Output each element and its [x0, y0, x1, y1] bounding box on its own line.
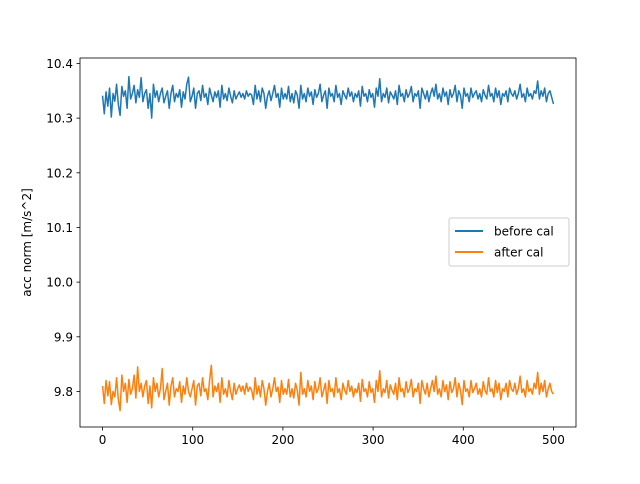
series-line-before-cal — [101, 75, 555, 119]
y-tick-label: 9.8 — [54, 385, 73, 399]
series-layer — [101, 75, 555, 412]
axes-frame — [79, 57, 577, 428]
y-tick-label: 10.4 — [46, 57, 73, 71]
x-tick-label: 100 — [181, 433, 204, 447]
series-line-after-cal — [101, 364, 555, 412]
y-tick-label: 10.2 — [46, 166, 73, 180]
y-axis-label: acc norm [m/s^2] — [20, 188, 34, 297]
x-axis: 0 100 200 300 400 500 — [99, 427, 565, 447]
y-axis: 9.8 9.9 10.0 10.1 10.2 10.3 10.4 — [46, 57, 80, 399]
legend-label-after-cal: after cal — [494, 246, 544, 260]
x-tick-label: 500 — [542, 433, 565, 447]
legend: before cal after cal — [448, 217, 570, 267]
y-tick-label: 10.0 — [46, 276, 73, 290]
y-tick-label: 9.9 — [54, 330, 73, 344]
legend-label-before-cal: before cal — [494, 225, 554, 239]
y-tick-label: 10.1 — [46, 221, 73, 235]
y-tick-label: 10.3 — [46, 112, 73, 126]
x-tick-label: 300 — [362, 433, 385, 447]
x-tick-label: 400 — [452, 433, 475, 447]
x-tick-label: 200 — [271, 433, 294, 447]
x-tick-label: 0 — [99, 433, 107, 447]
